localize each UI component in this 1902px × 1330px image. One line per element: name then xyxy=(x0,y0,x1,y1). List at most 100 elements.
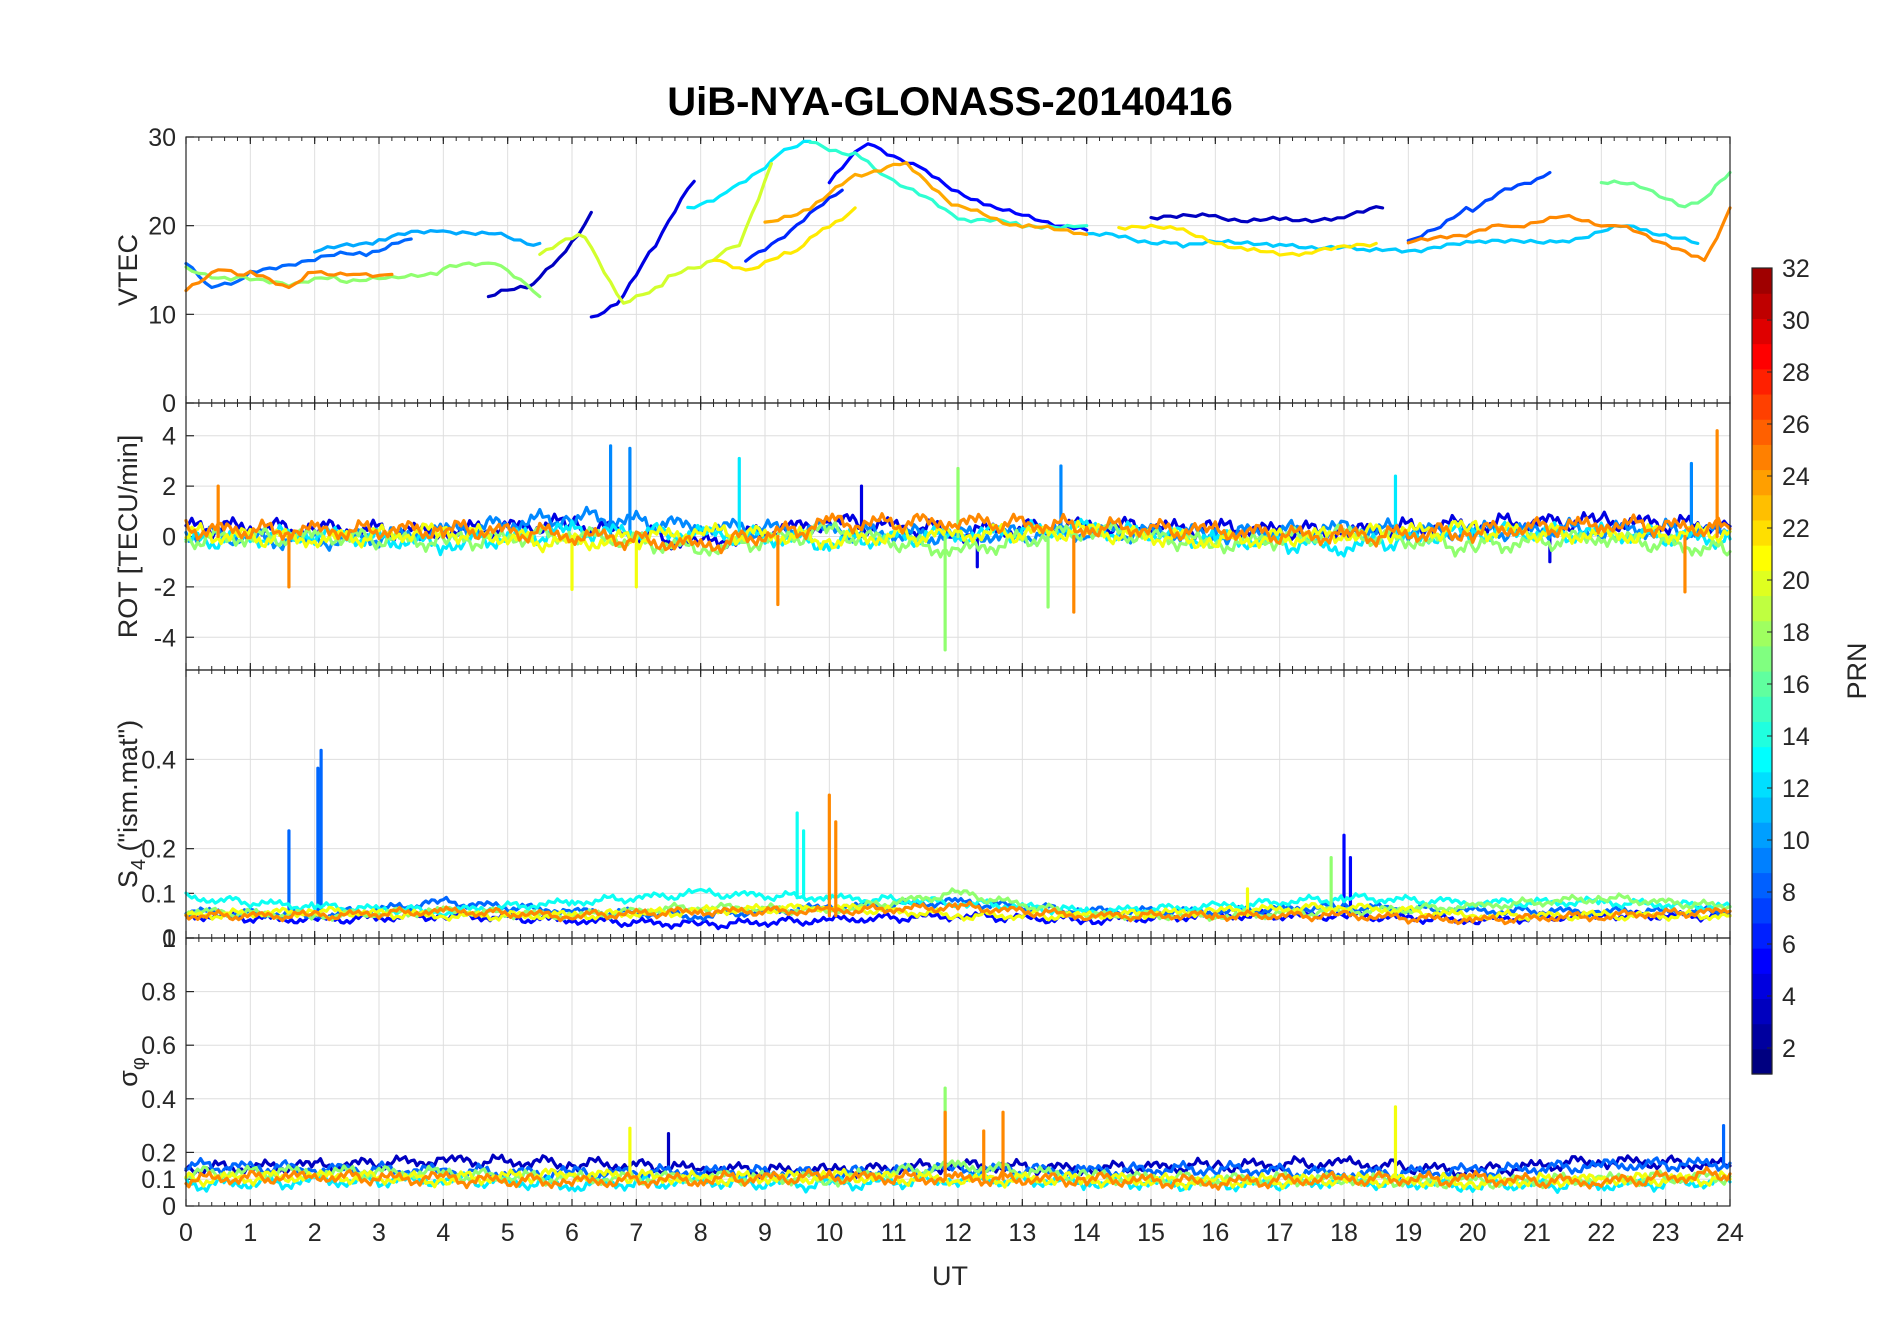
colorbar-segment xyxy=(1752,343,1772,370)
x-tick-label: 20 xyxy=(1459,1219,1487,1247)
colorbar-segment xyxy=(1752,318,1772,345)
x-tick-label: 15 xyxy=(1137,1219,1165,1247)
y-tick-label: 0.4 xyxy=(141,746,176,774)
y-tick-label: 2 xyxy=(162,473,176,501)
series-line-prn-19 xyxy=(538,162,774,305)
colorbar-segment xyxy=(1752,393,1772,420)
y-tick-label: 20 xyxy=(148,213,176,241)
y-axis-label-vtec: VTEC xyxy=(113,234,143,306)
y-axis-label-rot: ROT [TECU/min] xyxy=(113,435,143,639)
series-line-prn-7 xyxy=(1406,170,1552,243)
x-tick-label: 11 xyxy=(881,1219,907,1247)
x-tick-label: 16 xyxy=(1201,1219,1229,1247)
y-tick-label: 0.2 xyxy=(141,1139,176,1167)
y-tick-label: 4 xyxy=(162,423,176,451)
colorbar-segment xyxy=(1752,620,1772,647)
x-tick-label: 22 xyxy=(1587,1219,1615,1247)
x-tick-label: 9 xyxy=(758,1219,772,1247)
panel-vtec: 0 10 20 30 VTEC xyxy=(113,124,1732,418)
series-line-prn-24 xyxy=(1406,206,1732,262)
series-line-prn-5 xyxy=(827,142,1089,232)
colorbar-segment xyxy=(1752,847,1772,874)
x-tick-label: 12 xyxy=(944,1219,972,1247)
y-tick-label: 10 xyxy=(148,301,176,329)
colorbar-segment xyxy=(1752,998,1772,1025)
colorbar-tick-label: 22 xyxy=(1782,515,1810,543)
colorbar-tick-label: 2 xyxy=(1782,1035,1796,1063)
series-line-prn-3 xyxy=(184,1153,1732,1180)
colorbar-segment xyxy=(1752,469,1772,496)
colorbar-segment xyxy=(1752,570,1772,597)
colorbar-label: PRN xyxy=(1842,642,1872,699)
y-tick-label: 0.1 xyxy=(141,1166,176,1194)
colorbar-tick-label: 32 xyxy=(1782,255,1810,283)
series-line-prn-24 xyxy=(184,268,394,293)
panel-frame xyxy=(185,937,1731,1207)
colorbar-segment xyxy=(1752,796,1772,823)
panel-s4: 0 0.1 0.2 0.4S4 ("ism.mat") xyxy=(113,669,1732,953)
colorbar-tick-label: 24 xyxy=(1782,463,1810,491)
y-tick-label: -4 xyxy=(154,624,176,652)
series-line-prn-3 xyxy=(1149,205,1385,224)
colorbar-segment xyxy=(1752,645,1772,672)
colorbar-segment xyxy=(1752,696,1772,722)
y-axis-label-sigma_phi: σφ xyxy=(113,1057,150,1087)
colorbar-segment xyxy=(1752,368,1772,395)
series-line-prn-20 xyxy=(184,901,1732,922)
colorbar-tick-label: 12 xyxy=(1782,775,1810,803)
series-line-prn-20 xyxy=(184,519,1732,554)
colorbar-segment xyxy=(1752,519,1772,546)
colorbar-segment xyxy=(1752,595,1772,622)
x-tick-label: 19 xyxy=(1394,1219,1422,1247)
colorbar-segment xyxy=(1752,897,1772,924)
x-tick-label: 5 xyxy=(501,1219,515,1247)
x-tick-label: 18 xyxy=(1330,1219,1358,1247)
x-tick-label: 21 xyxy=(1523,1219,1551,1247)
colorbar-tick-label: 8 xyxy=(1782,879,1796,907)
series-line-prn-10 xyxy=(313,229,542,254)
colorbar-segment xyxy=(1752,444,1772,471)
colorbar-tick-label: 4 xyxy=(1782,983,1796,1011)
series-line-prn-8 xyxy=(184,237,413,290)
colorbar-segment xyxy=(1752,494,1772,521)
y-tick-label: 0 xyxy=(162,524,176,552)
x-tick-label: 10 xyxy=(815,1219,843,1247)
y-tick-label: 30 xyxy=(148,124,176,152)
colorbar-tick-label: 30 xyxy=(1782,307,1810,335)
series-line-prn-23 xyxy=(763,161,1089,237)
colorbar-segment xyxy=(1752,1023,1772,1050)
colorbar-segment xyxy=(1752,545,1772,571)
colorbar-segment xyxy=(1752,721,1772,748)
series-line-prn-4 xyxy=(589,179,696,319)
series-line-prn-16 xyxy=(1599,170,1732,209)
y-axis-label-s4: S4 ("ism.mat") xyxy=(113,720,150,888)
colorbar-tick-label: 18 xyxy=(1782,619,1810,647)
y-tick-label: 0.2 xyxy=(141,836,176,864)
x-tick-label: 7 xyxy=(629,1219,643,1247)
colorbar-segment xyxy=(1752,1048,1772,1075)
colorbar-tick-label: 14 xyxy=(1782,723,1810,751)
series-line-prn-24 xyxy=(184,1165,1732,1191)
y-tick-label: 0.4 xyxy=(141,1086,176,1114)
colorbar-tick-label: 16 xyxy=(1782,671,1810,699)
colorbar-tick-label: 20 xyxy=(1782,567,1810,595)
x-tick-label: 4 xyxy=(436,1219,450,1247)
colorbar-frame xyxy=(1751,267,1773,1075)
y-tick-label: 0 xyxy=(162,390,176,418)
y-tick-label: 0 xyxy=(162,1193,176,1221)
series-line-prn-17 xyxy=(184,887,1732,922)
series-line-prn-20 xyxy=(184,1167,1732,1191)
y-tick-label: 0.6 xyxy=(141,1032,176,1060)
colorbar-segment xyxy=(1752,948,1772,974)
colorbar-segment xyxy=(1752,746,1772,773)
x-tick-label: 24 xyxy=(1716,1219,1744,1247)
colorbar-segment xyxy=(1752,671,1772,697)
colorbar-segment xyxy=(1752,822,1772,848)
series-line-prn-11 xyxy=(1085,224,1700,254)
x-tick-label: 13 xyxy=(1008,1219,1036,1247)
colorbar-tick-label: 6 xyxy=(1782,931,1796,959)
series-line-prn-21 xyxy=(1117,223,1378,257)
colorbar-segment xyxy=(1752,771,1772,798)
x-tick-label: 3 xyxy=(372,1219,386,1247)
